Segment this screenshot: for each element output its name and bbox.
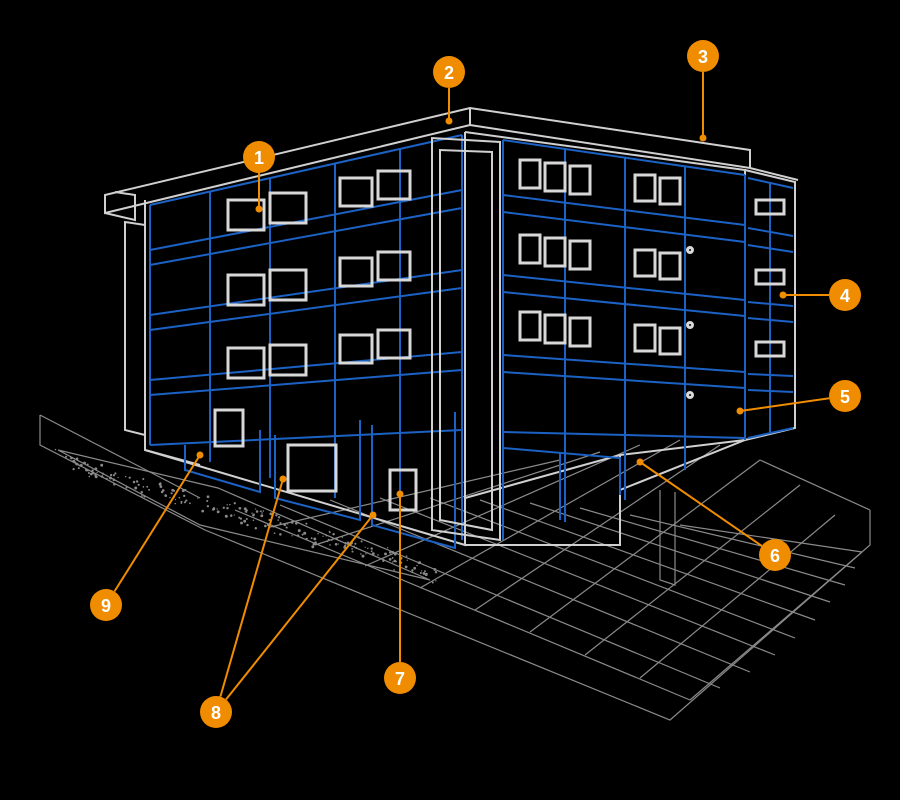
leader-endpoint <box>737 408 744 415</box>
building-outline <box>105 108 798 545</box>
callout-label-8: 8 <box>211 703 221 723</box>
leader-endpoint <box>280 476 287 483</box>
callout-label-5: 5 <box>840 387 850 407</box>
callout-label-3: 3 <box>698 47 708 67</box>
leader-line <box>740 398 829 411</box>
leader-line <box>220 479 283 697</box>
leader-endpoint <box>197 452 204 459</box>
callout-label-6: 6 <box>770 546 780 566</box>
leader-endpoint <box>780 292 787 299</box>
building-diagram: 1 2 3 4 5 6 7 8 9 <box>0 0 900 800</box>
leader-endpoint <box>637 459 644 466</box>
callout-label-4: 4 <box>840 286 850 306</box>
callout-label-2: 2 <box>444 63 454 83</box>
gravel-area <box>55 449 437 584</box>
leader-endpoint <box>256 206 263 213</box>
callout-label-1: 1 <box>254 148 264 168</box>
leader-line <box>640 462 762 546</box>
leader-endpoint <box>700 135 707 142</box>
leader-line <box>226 515 373 700</box>
callout-label-9: 9 <box>101 596 111 616</box>
leader-endpoint <box>397 491 404 498</box>
callout-label-7: 7 <box>395 669 405 689</box>
leader-endpoint <box>370 512 377 519</box>
leader-endpoint <box>446 118 453 125</box>
